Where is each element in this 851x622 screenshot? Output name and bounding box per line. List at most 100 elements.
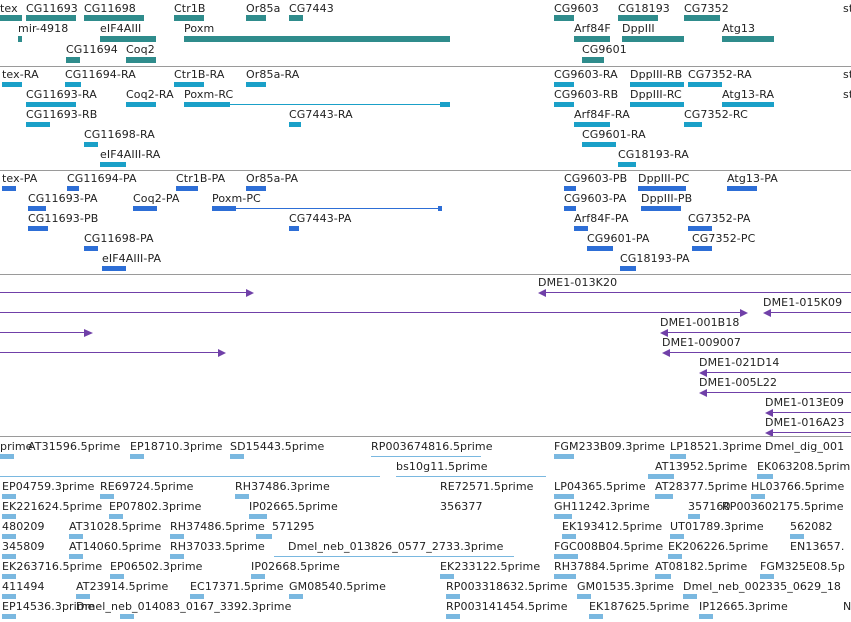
est-line[interactable] — [274, 556, 514, 557]
est-bar[interactable] — [235, 494, 249, 499]
clone-line[interactable] — [546, 292, 851, 293]
transcript-bar[interactable] — [174, 82, 204, 87]
gene-bar[interactable] — [0, 15, 22, 21]
clone-line[interactable] — [0, 312, 744, 313]
est-bar[interactable] — [2, 494, 16, 499]
clone-line[interactable] — [707, 392, 851, 393]
protein-bar[interactable] — [692, 246, 712, 251]
protein-bar[interactable] — [620, 266, 636, 271]
transcript-bar[interactable] — [554, 102, 574, 107]
protein-bar[interactable] — [84, 246, 98, 251]
transcript-bar[interactable] — [684, 122, 702, 127]
protein-bar[interactable] — [28, 226, 48, 231]
est-bar[interactable] — [2, 534, 16, 539]
est-bar[interactable] — [249, 514, 267, 519]
est-bar[interactable] — [76, 594, 90, 599]
est-bar[interactable] — [251, 574, 265, 579]
est-bar[interactable] — [757, 474, 773, 479]
est-bar[interactable] — [0, 454, 14, 459]
protein-bar[interactable] — [2, 186, 16, 191]
protein-bar[interactable] — [246, 186, 266, 191]
est-bar[interactable] — [69, 554, 83, 559]
gene-bar[interactable] — [289, 15, 303, 21]
transcript-bar[interactable] — [582, 142, 616, 147]
clone-line[interactable] — [0, 332, 86, 333]
clone-line[interactable] — [0, 292, 248, 293]
gene-bar[interactable] — [582, 57, 604, 63]
gene-bar[interactable] — [554, 15, 574, 21]
est-bar[interactable] — [230, 454, 244, 459]
transcript-bar[interactable] — [554, 82, 574, 87]
protein-bar[interactable] — [28, 206, 46, 211]
transcript-bar[interactable] — [440, 102, 450, 107]
transcript-bar[interactable] — [630, 82, 684, 87]
protein-bar[interactable] — [289, 226, 299, 231]
transcript-bar[interactable] — [184, 102, 230, 107]
est-bar[interactable] — [440, 574, 454, 579]
protein-bar[interactable] — [641, 206, 681, 211]
gene-bar[interactable] — [618, 15, 658, 21]
est-bar[interactable] — [554, 494, 574, 499]
transcript-bar[interactable] — [246, 82, 266, 87]
transcript-bar[interactable] — [2, 82, 22, 87]
est-bar[interactable] — [655, 574, 671, 579]
protein-bar[interactable] — [587, 246, 613, 251]
gene-bar[interactable] — [622, 36, 684, 42]
transcript-bar[interactable] — [618, 162, 636, 167]
est-bar[interactable] — [554, 574, 576, 579]
est-bar[interactable] — [130, 454, 144, 459]
protein-bar[interactable] — [688, 226, 712, 231]
est-bar[interactable] — [2, 514, 16, 519]
est-bar[interactable] — [751, 494, 765, 499]
gene-bar[interactable] — [574, 36, 610, 42]
protein-bar[interactable] — [638, 186, 686, 191]
gene-bar[interactable] — [26, 15, 76, 21]
est-bar[interactable] — [2, 614, 16, 619]
clone-line[interactable] — [773, 412, 851, 413]
protein-line[interactable] — [236, 208, 442, 209]
est-bar[interactable] — [289, 594, 303, 599]
clone-line[interactable] — [707, 372, 851, 373]
transcript-bar[interactable] — [630, 102, 684, 107]
transcript-bar[interactable] — [722, 102, 774, 107]
est-bar[interactable] — [683, 594, 697, 599]
protein-bar[interactable] — [727, 186, 757, 191]
gene-bar[interactable] — [184, 36, 450, 42]
est-bar[interactable] — [562, 534, 576, 539]
gene-bar[interactable] — [100, 36, 156, 42]
est-line[interactable] — [371, 456, 481, 457]
clone-line[interactable] — [773, 432, 851, 433]
est-bar[interactable] — [790, 534, 804, 539]
transcript-bar[interactable] — [26, 122, 50, 127]
transcript-line[interactable] — [230, 104, 442, 105]
protein-bar[interactable] — [176, 186, 198, 191]
est-bar[interactable] — [256, 534, 272, 539]
gene-bar[interactable] — [66, 57, 80, 63]
transcript-bar[interactable] — [26, 102, 76, 107]
clone-line[interactable] — [670, 352, 851, 353]
transcript-bar[interactable] — [688, 82, 722, 87]
est-bar[interactable] — [170, 534, 184, 539]
est-bar[interactable] — [554, 554, 578, 559]
est-bar[interactable] — [2, 594, 16, 599]
protein-bar[interactable] — [438, 206, 442, 211]
est-bar[interactable] — [446, 594, 460, 599]
est-bar[interactable] — [655, 494, 673, 499]
clone-line[interactable] — [0, 352, 222, 353]
est-bar[interactable] — [670, 454, 686, 459]
transcript-bar[interactable] — [65, 82, 81, 87]
transcript-bar[interactable] — [574, 122, 610, 127]
est-bar[interactable] — [109, 514, 123, 519]
transcript-bar[interactable] — [289, 122, 301, 127]
gene-bar[interactable] — [174, 15, 204, 21]
est-bar[interactable] — [446, 614, 460, 619]
est-bar[interactable] — [69, 534, 83, 539]
est-bar[interactable] — [2, 554, 16, 559]
gene-bar[interactable] — [722, 36, 774, 42]
est-bar[interactable] — [110, 574, 124, 579]
est-bar[interactable] — [589, 614, 603, 619]
transcript-bar[interactable] — [84, 142, 98, 147]
est-bar[interactable] — [577, 594, 591, 599]
est-bar[interactable] — [190, 594, 204, 599]
est-bar[interactable] — [670, 534, 684, 539]
